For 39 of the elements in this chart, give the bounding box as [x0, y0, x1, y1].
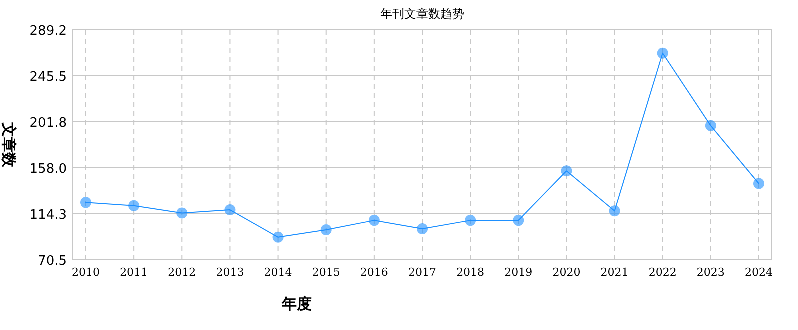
x-tick-label: 2022: [648, 266, 677, 279]
point: [176, 208, 188, 219]
point: [224, 204, 236, 216]
x-tick-label: 2019: [504, 266, 533, 279]
y-tick-label: 158.0: [30, 162, 67, 177]
point: [705, 120, 716, 132]
point: [80, 197, 92, 208]
x-tick-label: 2011: [120, 266, 148, 279]
point: [272, 232, 284, 243]
x-tick-label: 2016: [360, 266, 388, 279]
x-tick-label: 2018: [456, 266, 485, 279]
y-tick-label: 114.3: [30, 208, 67, 223]
x-tick-label: 2024: [745, 266, 773, 279]
x-tick-label: 2023: [696, 266, 725, 279]
point: [754, 178, 764, 190]
chart-title: 年刊文章数趋势: [380, 7, 464, 21]
point: [128, 200, 140, 212]
point: [513, 215, 524, 226]
x-tick-label: 2017: [408, 266, 436, 279]
x-tick-label: 2020: [552, 266, 581, 279]
point: [657, 48, 668, 59]
y-axis-title: 文章数: [0, 122, 18, 168]
y-tick-label: 201.8: [30, 116, 67, 131]
y-tick-label: 70.5: [38, 254, 67, 269]
x-tick-label: 2015: [312, 266, 340, 279]
y-tick-label: 245.5: [30, 70, 67, 85]
point: [368, 215, 380, 226]
x-tick-label: 2021: [600, 266, 629, 279]
x-tick-label: 2012: [168, 266, 196, 279]
x-tick-label: 2010: [72, 266, 100, 279]
point: [465, 215, 476, 226]
point: [561, 166, 572, 177]
x-tick-label: 2013: [216, 266, 244, 279]
point: [609, 206, 620, 217]
x-axis-title: 年度: [281, 295, 312, 313]
point: [320, 224, 332, 236]
point: [417, 223, 428, 234]
x-tick-label: 2014: [264, 266, 292, 279]
y-tick-label: 289.2: [30, 24, 67, 39]
